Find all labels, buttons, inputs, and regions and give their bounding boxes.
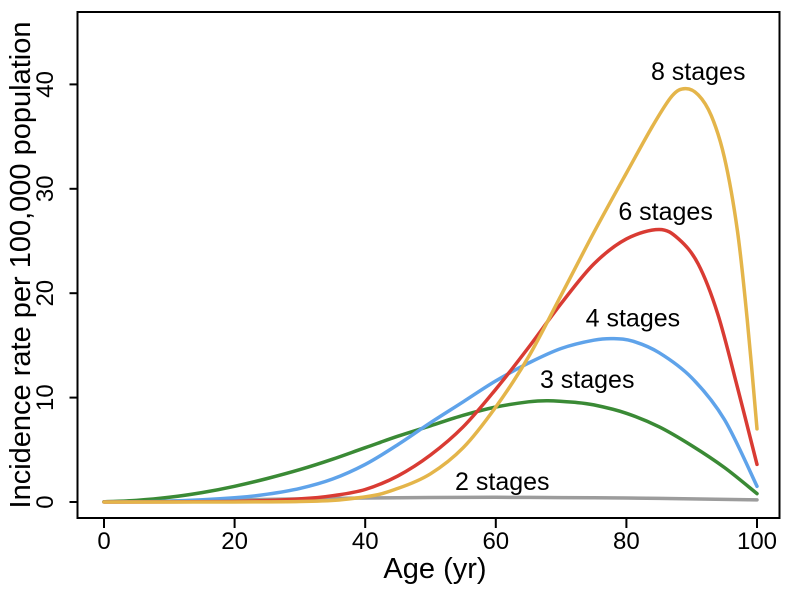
y-tick-label: 40 [32, 71, 59, 98]
x-tick-label: 100 [737, 528, 777, 555]
x-tick-label: 40 [352, 528, 379, 555]
x-tick-label: 0 [97, 528, 110, 555]
y-tick-label: 30 [32, 175, 59, 202]
curve-label-8-stages: 8 stages [651, 58, 746, 86]
y-tick-label: 10 [32, 384, 59, 411]
curve-8-stages [102, 86, 759, 504]
x-axis-title: Age (yr) [383, 553, 486, 585]
curve-label-2-stages: 2 stages [455, 468, 550, 496]
curve-label-6-stages: 6 stages [618, 198, 713, 226]
y-axis-title: Incidence rate per 100,000 population [5, 22, 37, 509]
x-tick-label: 60 [482, 528, 509, 555]
y-tick-label: 20 [32, 280, 59, 307]
curve-label-3-stages: 3 stages [540, 366, 635, 394]
curve-4-stages [102, 336, 759, 504]
x-tick-label: 80 [613, 528, 640, 555]
curve-label-4-stages: 4 stages [586, 304, 681, 332]
x-tick-label: 20 [221, 528, 248, 555]
y-tick-label: 0 [32, 495, 59, 508]
curve-6-stages [102, 227, 759, 504]
plot-border [76, 11, 781, 519]
curve-3-stages [102, 398, 759, 504]
